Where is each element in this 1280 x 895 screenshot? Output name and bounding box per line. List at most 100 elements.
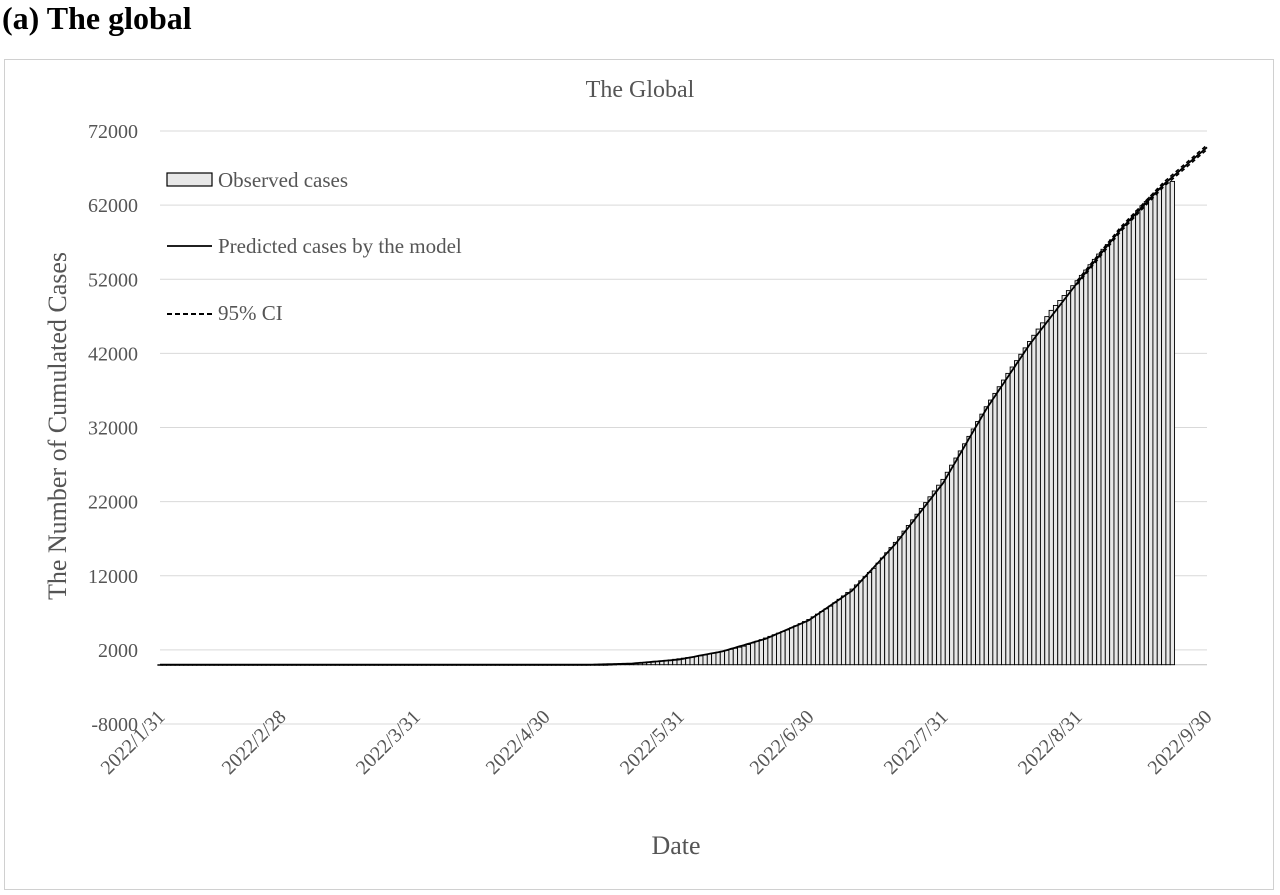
observed-bar	[1070, 285, 1076, 666]
observed-bar	[750, 642, 756, 666]
observed-bar	[741, 645, 747, 666]
observed-bar	[797, 623, 803, 666]
panel-label: (a) The global	[2, 0, 192, 36]
legend-swatch-observed	[166, 172, 213, 187]
y-tick-label: 12000	[88, 566, 138, 588]
observed-bar	[827, 605, 834, 666]
observed-bar	[728, 648, 734, 666]
ci-lower-line	[1076, 148, 1208, 285]
observed-bar	[849, 588, 855, 666]
observed-bar	[884, 552, 890, 666]
observed-bar	[1091, 258, 1098, 666]
observed-bar	[732, 647, 739, 666]
observed-bar	[953, 457, 959, 666]
x-tick-labels: 2022/1/31 2022/2/28 2022/3/31 2022/4/30 2022…	[97, 706, 1217, 779]
observed-bar	[1152, 192, 1158, 666]
observed-bar	[1122, 224, 1128, 666]
observed-bar	[719, 650, 726, 666]
observed-bar	[702, 654, 708, 666]
observed-bar	[1039, 322, 1046, 666]
observed-bar	[789, 627, 795, 666]
observed-bar	[1074, 280, 1080, 666]
observed-bar	[1130, 215, 1137, 666]
model-lines	[160, 144, 1208, 666]
observed-bar	[767, 635, 773, 666]
observed-bar	[940, 478, 946, 666]
observed-bar	[988, 399, 994, 666]
x-axis-label: Date	[651, 831, 700, 860]
observed-bar	[905, 525, 912, 666]
observed-bar	[1109, 239, 1115, 666]
observed-bar	[819, 611, 825, 666]
observed-bar	[1156, 188, 1163, 666]
observed-bar	[810, 616, 816, 666]
observed-bar	[1135, 210, 1141, 666]
observed-bar	[845, 592, 851, 666]
y-tick-label: 72000	[88, 121, 138, 143]
observed-bar	[996, 386, 1002, 666]
observed-bar	[910, 519, 916, 666]
x-tick-label: 2022/7/31	[880, 706, 953, 779]
y-tick-labels: -8000 2000 12000 22000 32000 42000 52000 62000 7…	[88, 121, 138, 736]
y-tick-label: 62000	[88, 195, 138, 217]
observed-bar	[975, 421, 981, 666]
y-tick-label: -8000	[91, 714, 138, 736]
legend: Observed cases Predicted cases by the mo…	[166, 168, 462, 325]
x-tick-label: 2022/3/31	[352, 706, 425, 779]
observed-bar	[1022, 347, 1028, 666]
observed-bar	[923, 502, 929, 666]
observed-bar	[698, 655, 704, 666]
observed-bar	[758, 639, 764, 666]
observed-bar	[802, 621, 808, 666]
observed-bar	[706, 653, 713, 666]
observed-bar	[737, 646, 743, 666]
observed-bar	[970, 428, 976, 666]
observed-bar	[1057, 300, 1063, 666]
x-tick-label: 2022/6/30	[746, 706, 819, 779]
legend-label-ci: 95% CI	[218, 301, 283, 325]
observed-bar	[1117, 229, 1124, 666]
observed-bar	[815, 613, 821, 666]
observed-bar	[858, 580, 864, 666]
observed-bar	[806, 619, 812, 666]
x-tick-label: 2022/9/30	[1144, 706, 1217, 779]
observed-bar	[1014, 360, 1020, 666]
observed-bar	[1078, 274, 1085, 666]
observed-bar	[1065, 290, 1072, 666]
y-tick-label: 22000	[88, 492, 138, 514]
legend-label-predicted: Predicted cases by the model	[218, 234, 462, 258]
observed-bar	[866, 572, 873, 666]
observed-bar	[763, 637, 769, 666]
observed-bar	[1087, 264, 1093, 666]
x-tick-label: 2022/4/30	[482, 706, 555, 779]
observed-bar	[1165, 182, 1171, 666]
observed-bar	[693, 655, 700, 666]
observed-bar	[1126, 220, 1132, 666]
x-tick-label: 2022/5/31	[616, 706, 689, 779]
observed-bar	[1005, 372, 1011, 666]
observed-bar	[1052, 304, 1059, 666]
observed-bar	[918, 507, 925, 666]
observed-bar	[1035, 328, 1041, 666]
observed-bar	[771, 634, 777, 666]
x-tick-label: 2022/8/31	[1014, 706, 1087, 779]
observed-bar	[1169, 180, 1176, 666]
observed-bar	[754, 640, 760, 666]
ci-upper-line	[1076, 144, 1208, 282]
observed-bar	[793, 625, 799, 666]
observed-bar	[1083, 269, 1089, 666]
observed-bar	[840, 595, 847, 666]
observed-bar	[1104, 244, 1111, 666]
observed-bar	[1113, 234, 1119, 666]
observed-bar	[1096, 253, 1102, 666]
legend-label-observed: Observed cases	[218, 168, 348, 192]
chart-frame	[4, 59, 1274, 890]
observed-bar	[879, 557, 886, 666]
observed-bar	[871, 567, 877, 666]
y-tick-label: 42000	[88, 343, 138, 365]
observed-bar	[1001, 379, 1007, 666]
observed-bar	[836, 598, 842, 666]
observed-bar	[931, 490, 938, 666]
observed-bar	[1027, 341, 1033, 666]
observed-bar	[983, 406, 989, 666]
